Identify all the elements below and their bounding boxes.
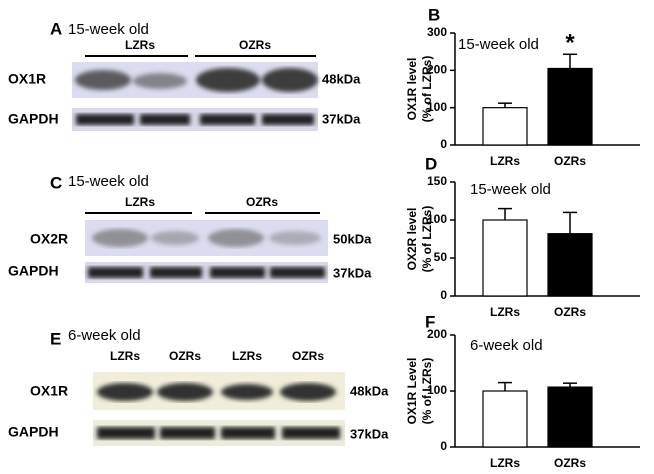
y-tick-label: 100	[427, 383, 447, 397]
panel-letter: B	[428, 5, 440, 24]
y-tick-label: 0	[440, 288, 447, 302]
size-label: 48kDa	[322, 71, 361, 86]
chart-title: 15-week old	[470, 181, 551, 198]
group-label: LZRs	[125, 195, 155, 209]
row-label: GAPDH	[8, 263, 59, 279]
bands	[76, 114, 314, 125]
row-label: OX1R	[8, 71, 46, 87]
size-label: 37kDa	[350, 426, 389, 441]
blot-e: E 6-week old LZRs OZRs LZRs OZRs OX1R 48…	[8, 327, 389, 446]
lane-label: LZRs	[232, 349, 262, 363]
row-label: GAPDH	[8, 424, 59, 440]
y-tick-label: 200	[427, 63, 447, 77]
x-tick-label: OZRs	[554, 305, 586, 319]
x-tick-label: LZRs	[490, 154, 520, 168]
y-tick-label: 50	[434, 250, 448, 264]
y-tick-label: 100	[427, 100, 447, 114]
lane-label: LZRs	[110, 349, 140, 363]
panel-letter: A	[50, 19, 62, 38]
bar	[547, 386, 593, 448]
y-tick-label: 300	[427, 25, 447, 39]
bands	[88, 267, 325, 278]
x-tick-label: LZRs	[490, 456, 520, 470]
size-label: 37kDa	[322, 111, 361, 126]
lane-label: OZRs	[169, 349, 201, 363]
panel-letter: C	[50, 173, 62, 192]
y-tick-label: 150	[427, 174, 447, 188]
x-tick-label: LZRs	[490, 305, 520, 319]
blot-title: 6-week old	[68, 327, 141, 344]
bar	[482, 107, 528, 146]
y-tick-label: 0	[440, 137, 447, 151]
bar	[482, 219, 528, 297]
blot-c: C 15-week old LZRs OZRs OX2R 50kDa GAPDH…	[8, 173, 372, 283]
bands	[97, 427, 340, 439]
y-axis-label: OX2R level	[405, 208, 419, 271]
bands	[75, 68, 318, 92]
row-label: OX1R	[30, 383, 68, 399]
bands	[92, 229, 321, 247]
lane-label: OZRs	[292, 349, 324, 363]
blot-strip	[85, 262, 328, 283]
y-axis-label: (% of LZRs)	[420, 56, 434, 123]
bar	[547, 67, 593, 146]
annotation: *	[565, 30, 575, 57]
y-axis-label: OX1R level	[405, 58, 419, 121]
y-tick-label: 200	[427, 327, 447, 341]
bar	[547, 233, 593, 297]
row-label: GAPDH	[8, 111, 59, 127]
bands	[97, 383, 336, 401]
panel-letter: F	[425, 312, 435, 331]
panel-letter: E	[50, 329, 61, 348]
blot-a: A 15-week old LZRs OZRs OX1R 48kDa GAPDH…	[8, 19, 361, 131]
chart-title: 15-week old	[458, 36, 539, 53]
chart-title: 6-week old	[470, 337, 543, 354]
x-tick-label: OZRs	[554, 456, 586, 470]
blot-strip	[72, 108, 318, 131]
size-label: 48kDa	[350, 383, 389, 398]
y-tick-label: 0	[440, 439, 447, 453]
y-tick-label: 100	[427, 212, 447, 226]
group-label: LZRs	[125, 38, 155, 52]
group-label: OZRs	[239, 38, 271, 52]
row-label: OX2R	[30, 231, 68, 247]
y-axis-label: (% of LZRs)	[420, 206, 434, 273]
y-axis-label: (% of LZRs)	[420, 358, 434, 425]
group-label: OZRs	[246, 195, 278, 209]
y-axis-label: OX1R Level	[405, 358, 419, 425]
size-label: 37kDa	[333, 265, 372, 280]
x-tick-label: OZRs	[554, 154, 586, 168]
panel-letter: D	[425, 154, 437, 173]
size-label: 50kDa	[333, 231, 372, 246]
blot-title: 15-week old	[68, 21, 149, 38]
bar	[482, 390, 528, 448]
blot-title: 15-week old	[68, 173, 149, 190]
